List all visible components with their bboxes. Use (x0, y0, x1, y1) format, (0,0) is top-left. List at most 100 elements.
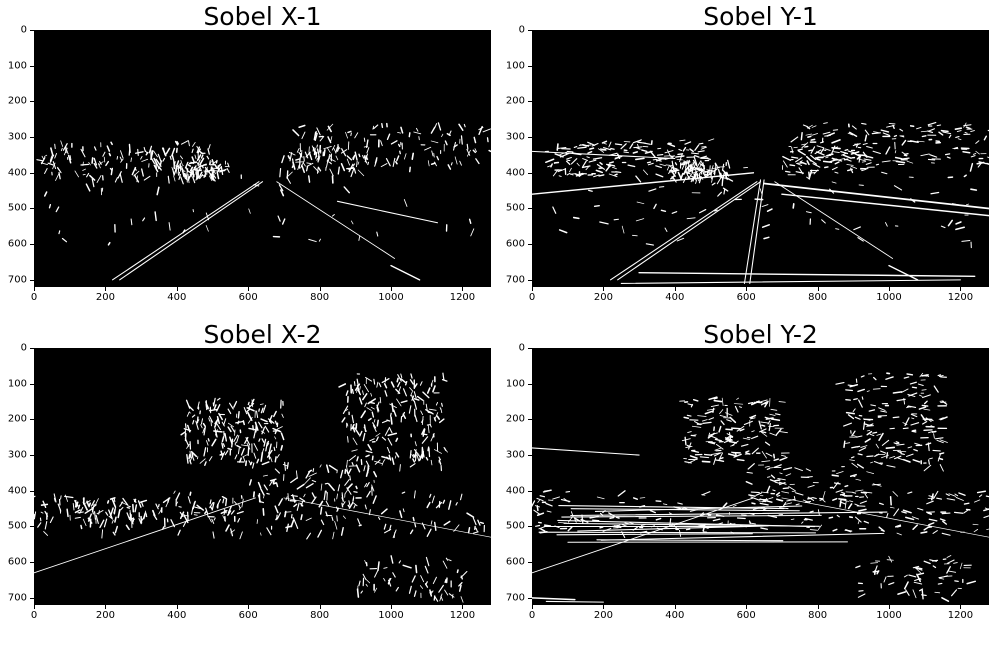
x-tick-mark (34, 605, 35, 609)
y-tick-label: 100 (505, 378, 525, 390)
x-tick-label: 400 (665, 292, 685, 303)
y-tick-label: 400 (505, 167, 525, 179)
x-tick-label: 0 (528, 292, 536, 303)
y-tick-mark (30, 30, 34, 31)
x-tick-label: 800 (808, 292, 828, 303)
y-tick-mark (30, 383, 34, 385)
x-tick-mark (817, 287, 819, 291)
y-tick-label: 700 (505, 592, 525, 604)
y-tick-label: 0 (518, 342, 525, 354)
y-tick-label: 700 (505, 274, 525, 286)
edge-image (34, 348, 491, 605)
y-tick-mark (528, 562, 532, 564)
x-tick-mark (817, 605, 819, 609)
y-tick-mark (30, 597, 34, 599)
panel-title: Sobel X-1 (203, 2, 322, 31)
x-tick-mark (462, 287, 464, 291)
y-tick-label: 600 (505, 238, 525, 250)
x-tick-label: 600 (238, 610, 258, 621)
y-tick-mark (30, 455, 34, 457)
y-tick-mark (30, 244, 34, 246)
y-tick-mark (528, 244, 532, 246)
x-tick-label: 1200 (947, 292, 974, 303)
x-tick-mark (889, 287, 891, 291)
y-tick-mark (528, 208, 532, 210)
y-tick-mark (528, 65, 532, 67)
y-tick-mark (30, 208, 34, 210)
x-tick-label: 800 (310, 292, 330, 303)
y-tick-label: 200 (505, 413, 525, 425)
x-tick-mark (105, 605, 107, 609)
x-tick-mark (105, 287, 107, 291)
y-tick-mark (528, 490, 532, 492)
y-tick-label: 300 (505, 131, 525, 143)
y-tick-label: 700 (7, 274, 27, 286)
y-tick-mark (30, 137, 34, 139)
y-tick-mark (30, 65, 34, 67)
y-tick-mark (30, 526, 34, 528)
y-tick-mark (30, 490, 34, 492)
y-tick-mark (528, 455, 532, 457)
y-tick-mark (30, 279, 34, 281)
y-tick-mark (528, 526, 532, 528)
edge-image (532, 30, 989, 287)
x-tick-mark (674, 287, 676, 291)
y-tick-mark (528, 279, 532, 281)
x-tick-mark (674, 605, 676, 609)
x-tick-mark (746, 287, 748, 291)
x-tick-label: 400 (167, 292, 187, 303)
y-tick-label: 400 (7, 485, 27, 497)
x-tick-label: 1200 (947, 610, 974, 621)
edge-map (36, 122, 491, 281)
y-tick-label: 200 (505, 95, 525, 107)
x-tick-label: 800 (808, 610, 828, 621)
x-tick-mark (176, 287, 178, 291)
y-tick-label: 0 (20, 342, 27, 354)
y-tick-label: 300 (7, 131, 27, 143)
x-tick-label: 1000 (378, 292, 404, 303)
x-tick-mark (532, 605, 533, 609)
y-tick-label: 300 (505, 449, 525, 461)
x-tick-mark (532, 287, 533, 291)
x-tick-label: 200 (593, 610, 613, 621)
x-tick-mark (248, 605, 250, 609)
y-tick-mark (30, 101, 34, 103)
x-tick-mark (960, 287, 962, 291)
x-tick-mark (34, 287, 35, 291)
x-tick-label: 1000 (876, 610, 902, 621)
y-tick-label: 200 (7, 413, 27, 425)
y-tick-label: 400 (7, 167, 27, 179)
y-tick-label: 0 (518, 24, 525, 36)
x-tick-mark (319, 287, 321, 291)
x-tick-label: 200 (95, 292, 115, 303)
x-tick-label: 0 (528, 610, 536, 621)
y-tick-mark (30, 348, 34, 349)
edge-map (34, 372, 491, 603)
y-tick-label: 500 (505, 202, 525, 214)
y-tick-label: 100 (7, 378, 27, 390)
y-tick-label: 500 (505, 520, 525, 532)
y-tick-label: 600 (7, 238, 27, 250)
x-tick-label: 600 (736, 610, 756, 621)
x-tick-label: 200 (593, 292, 613, 303)
y-tick-label: 100 (505, 60, 525, 72)
panel-title: Sobel Y-2 (703, 320, 818, 349)
edge-map (532, 372, 989, 603)
x-tick-mark (319, 605, 321, 609)
x-tick-label: 400 (665, 610, 685, 621)
y-tick-label: 700 (7, 592, 27, 604)
x-tick-label: 800 (310, 610, 330, 621)
x-tick-label: 1200 (449, 292, 476, 303)
x-tick-mark (176, 605, 178, 609)
x-tick-mark (391, 287, 393, 291)
x-tick-mark (603, 605, 605, 609)
x-tick-mark (603, 287, 605, 291)
y-tick-mark (30, 172, 34, 174)
y-tick-mark (528, 172, 532, 174)
x-tick-label: 0 (30, 292, 38, 303)
x-tick-label: 1000 (378, 610, 404, 621)
x-tick-label: 0 (30, 610, 38, 621)
y-tick-label: 600 (505, 556, 525, 568)
y-tick-label: 500 (7, 520, 27, 532)
x-tick-mark (960, 605, 962, 609)
